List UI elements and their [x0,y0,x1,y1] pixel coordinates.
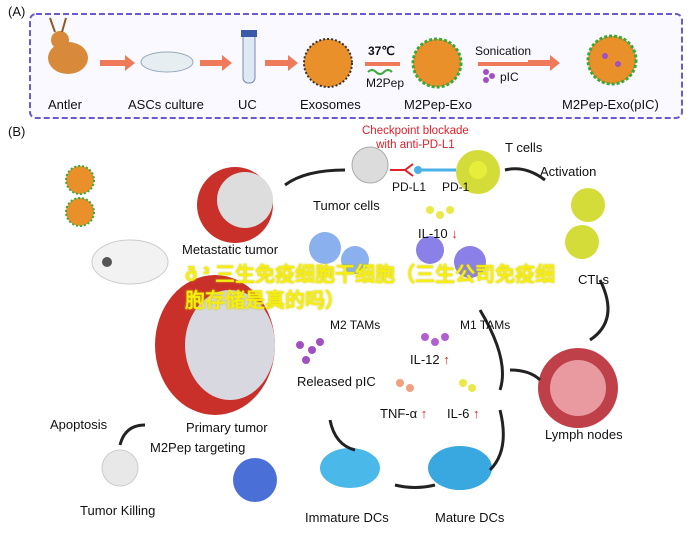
released-pic-label: Released pIC [297,374,376,389]
lymph-node-icon [538,348,618,428]
step-uc: UC [238,97,257,112]
targeted-cell-icon [233,458,277,502]
tumor-tissue-primary [155,275,275,415]
cytokine-dots [426,206,476,392]
pic-dots [483,69,495,83]
primary-tumor-label: Primary tumor [186,420,268,435]
tumor-killing-label: Tumor Killing [80,503,156,518]
il6-label: IL-6 ↑ [447,406,480,421]
step-exosomes: Exosomes [300,97,361,112]
mouse-icon [91,239,169,285]
immature-dc-icon [320,448,380,488]
ctls-label: CTLs [578,272,610,287]
sonication-label: Sonication [475,44,532,58]
immature-dcs-label: Immature DCs [305,510,389,525]
apoptosis-label: Apoptosis [50,417,108,432]
activation-label: Activation [540,164,597,179]
temperature-label: 37℃ [368,44,395,58]
dead-cell-icon [101,449,139,487]
m2pep-exo-pic-icon [586,34,638,86]
tumor-cell-icon [351,146,389,184]
t-cells-label: T cells [505,140,543,155]
petri-dish-icon [140,51,194,73]
pd-l1-receptor [390,163,414,177]
panel-a-arrows [100,55,560,71]
exosome-icon [303,38,353,88]
step-antler: Antler [48,97,82,112]
mature-dc-icon [428,446,492,490]
step-ascs-culture: ASCs culture [128,97,204,112]
tumor-tissue-metastatic [197,167,273,243]
overlay-watermark-text: ð ³ 三生免疫细胞干细胞（三生公司免疫细胞存储是真的吗） [185,264,555,312]
il12-dots [421,333,449,346]
m1-tams-label: M1 TAMs [460,318,511,332]
metastatic-tumor-label: Metastatic tumor [182,242,279,257]
released-pic-dots [296,338,324,364]
m2-tam-cells [309,232,369,274]
exosome-small-2 [65,197,95,227]
mature-dcs-label: Mature DCs [435,510,505,525]
pd-l1-label: PD-L1 [392,180,427,194]
pd-1-label: PD-1 [442,180,470,194]
panel-a-border [29,13,683,119]
deer-icon [48,17,88,74]
tumor-cells-label: Tumor cells [313,198,380,213]
exosome-small-1 [65,165,95,195]
step-m2pep-exo: M2Pep-Exo [404,97,472,112]
panel-a-label: (A) [8,4,26,19]
ctl-cells [565,188,605,259]
il12-label: IL-12 ↑ [410,352,450,367]
tnf-label: TNF-α ↑ [380,406,428,421]
m2pep-targeting-label: M2Pep targeting [150,440,246,455]
m2pep-exo-icon [411,37,463,89]
tnf-dots [396,379,414,392]
panel-b-label: (B) [8,124,26,139]
tube-icon [241,30,257,84]
m2-tams-label: M2 TAMs [330,318,381,332]
step-m2pep-exo-pic: M2Pep-Exo(pIC) [562,97,659,112]
m1-tam-cells [416,236,486,278]
antibody-dot [414,166,422,174]
checkpoint-label: Checkpoint blockade with anti-PD-L1 [362,125,469,151]
process-arrows [118,167,610,489]
pic-label: pIC [500,70,519,84]
m2pep-squiggle [367,69,393,75]
m2pep-label: M2Pep [366,76,405,90]
lymph-nodes-label: Lymph nodes [545,427,623,442]
t-cell-icon [456,150,500,194]
il10-label: IL-10 ↓ [418,226,458,241]
